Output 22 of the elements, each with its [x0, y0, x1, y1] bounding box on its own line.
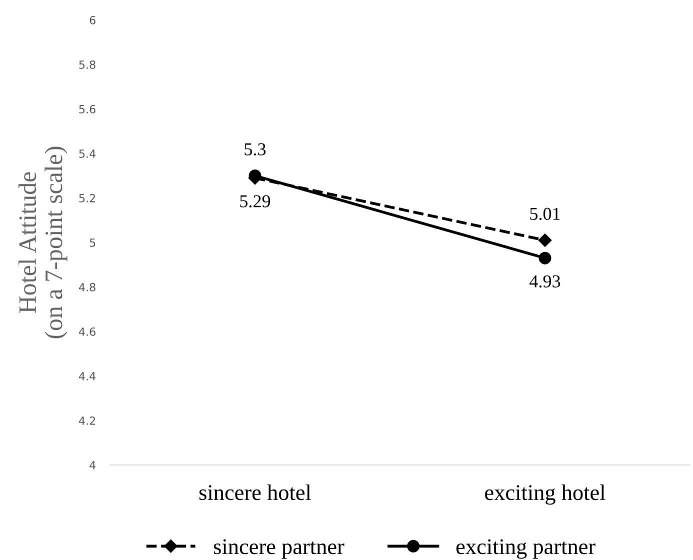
y-tick-label: 4.6: [78, 327, 96, 336]
data-label: 5.01: [530, 208, 560, 220]
legend-label: exciting partner: [456, 539, 596, 559]
legend-label: sincere partner: [214, 539, 344, 559]
x-tick-label: sincere hotel: [199, 484, 312, 500]
y-tick-label: 6: [90, 16, 96, 24]
y-tick-label: 4.4: [78, 372, 96, 380]
x-tick-label: exciting hotel: [485, 484, 606, 505]
y-tick-label: 5.2: [79, 194, 95, 202]
y-tick-label: 4: [90, 461, 96, 470]
y-axis-title: Hotel Attitude (on a 7-point scale): [18, 146, 68, 338]
data-label: 4.93: [530, 275, 560, 288]
y-tick-label: 5.8: [79, 60, 96, 69]
data-label: 5.3: [244, 143, 266, 156]
y-tick-label: 4.2: [78, 416, 95, 425]
y-tick-label: 4.8: [78, 282, 96, 292]
y-tick-label: 5.6: [79, 104, 96, 114]
point: [538, 252, 552, 264]
data-label: 5.29: [240, 195, 270, 208]
point: [538, 234, 552, 247]
y-tick-label: 5.4: [79, 150, 96, 158]
y-tick-label: 5: [90, 238, 96, 247]
